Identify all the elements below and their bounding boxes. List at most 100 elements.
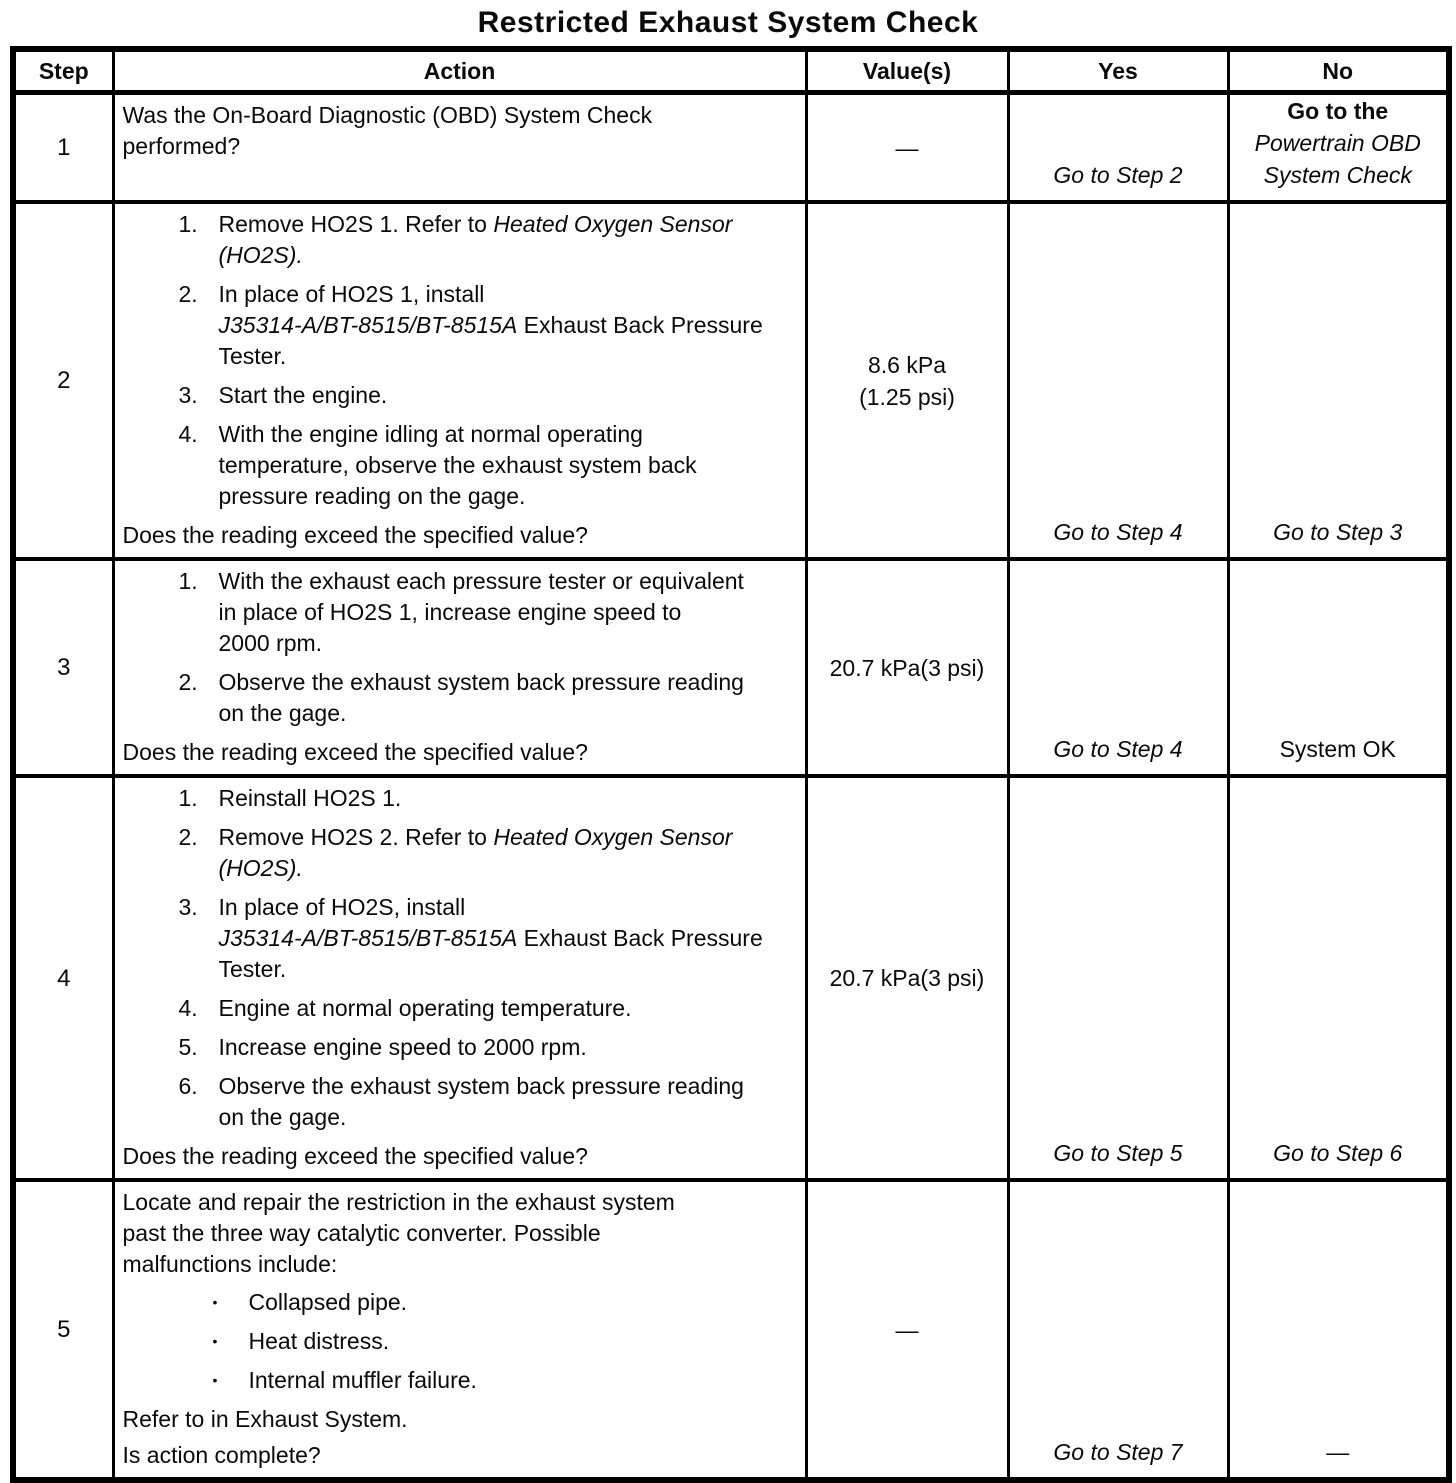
list-number-marker: 1. [178, 211, 198, 237]
list-item-text: Increase engine speed to 2000 rpm. [219, 1032, 797, 1063]
list-number-marker: 6. [178, 1073, 198, 1099]
text-segment: Reinstall HO2S 1. [218, 785, 402, 811]
list-item-text: With the exhaust each pressure tester or… [219, 566, 797, 659]
no-cell: Go to the Powertrain OBD System Check [1226, 90, 1451, 204]
text-segment: In place of HO2S 1, install [218, 281, 485, 307]
action-cell: 1. With the exhaust each pressure tester … [111, 557, 808, 778]
list-item-text: Heat distress. [249, 1326, 797, 1357]
yes-text: Go to Step 2 [1053, 162, 1183, 188]
text-segment: Heat distress. [248, 1328, 390, 1354]
no-text: Go to Step 3 [1273, 519, 1403, 545]
text-segment: Internal muffler failure. [248, 1367, 477, 1393]
yes-cell: Go to Step 4 [1006, 200, 1230, 561]
list-number-marker: 3. [178, 894, 198, 920]
list-item: 2. Remove HO2S 2. Refer to Heated Oxygen … [179, 822, 797, 884]
list-item: 2. Observe the exhaust system back pressu… [179, 667, 797, 729]
table-row: 5 Locate and repair the restriction in th… [11, 1178, 1451, 1482]
yes-text: Go to Step 4 [1053, 736, 1183, 762]
table-row: 3 1. With the exhaust each pressure tester… [11, 557, 1451, 778]
text-segment: J35314-A/BT-8515/BT-8515A [218, 312, 518, 338]
action-intro: Locate and repair the restriction in the… [123, 1187, 797, 1280]
list-number-marker: 1. [178, 785, 198, 811]
text-segment: Observe the exhaust system back pressure… [218, 1073, 744, 1130]
list-item-text: Collapsed pipe. [249, 1287, 797, 1318]
column-header-no: No [1226, 47, 1451, 95]
action-cell: Was the On-Board Diagnostic (OBD) System… [111, 90, 808, 204]
action-question: Does the reading exceed the specified va… [122, 1143, 588, 1169]
text-segment: Collapsed pipe. [248, 1289, 408, 1315]
list-item-text: Observe the exhaust system back pressure… [219, 667, 797, 729]
list-item-text: Remove HO2S 2. Refer to Heated Oxygen Se… [219, 822, 797, 884]
action-cell: Locate and repair the restriction in the… [111, 1178, 808, 1482]
text-segment: Increase engine speed to 2000 rpm. [218, 1034, 587, 1060]
text-segment: Engine at normal operating temperature. [218, 995, 632, 1021]
step-number: 2 [11, 200, 115, 561]
action-cell: 1. Remove HO2S 1. Refer to Heated Oxygen … [111, 200, 808, 561]
yes-cell: Go to Step 4 [1006, 557, 1230, 778]
no-text: Go to Step 6 [1273, 1140, 1403, 1166]
list-number-marker: 2. [178, 824, 198, 850]
text-segment: Remove HO2S 1. Refer to [218, 211, 494, 237]
list-item-text: Internal muffler failure. [249, 1365, 797, 1396]
text-segment: Heated Oxygen Sensor (HO2S). [218, 824, 733, 881]
action-question: Does the reading exceed the specified va… [122, 522, 588, 548]
list-number-marker: 5. [178, 1034, 198, 1060]
no-text: System OK [1279, 736, 1396, 762]
no-text: System Check [1263, 162, 1412, 188]
no-cell: Go to Step 6 [1226, 774, 1451, 1182]
no-text: Go to the [1287, 98, 1389, 124]
column-header-values: Value(s) [804, 47, 1010, 95]
list-item: • Collapsed pipe. [213, 1287, 797, 1318]
action-question: Refer to in Exhaust System. [122, 1406, 408, 1432]
value-cell: — [804, 90, 1010, 204]
column-header-step: Step [11, 47, 115, 95]
list-item: 1. Reinstall HO2S 1. [179, 783, 797, 814]
list-item-text: Observe the exhaust system back pressure… [219, 1071, 797, 1133]
text-segment: Locate and repair the restriction in the… [122, 1189, 675, 1277]
list-item-text: With the engine idling at normal operati… [219, 419, 797, 512]
bullet-icon: • [212, 1333, 218, 1349]
list-item: 4. Engine at normal operating temperature… [179, 993, 797, 1024]
text-segment: Observe the exhaust system back pressure… [218, 669, 744, 726]
list-item: 4. With the engine idling at normal opera… [179, 419, 797, 512]
yes-cell: Go to Step 5 [1006, 774, 1230, 1182]
yes-cell: Go to Step 7 [1006, 1178, 1230, 1482]
list-item: 3. In place of HO2S, install J35314-A/BT-… [179, 892, 797, 985]
page-title: Restricted Exhaust System Check [477, 6, 979, 39]
text-segment: With the engine idling at normal operati… [218, 421, 697, 509]
text-segment: Exhaust Back Pressure Tester. [218, 925, 763, 982]
header-row: Step Action Value(s) Yes No [11, 47, 1451, 95]
list-item-text: Remove HO2S 1. Refer to Heated Oxygen Se… [219, 209, 797, 271]
step-number: 3 [11, 557, 115, 778]
list-number-marker: 3. [178, 382, 198, 408]
text-segment: J35314-A/BT-8515/BT-8515A [218, 925, 518, 951]
text-segment: Exhaust Back Pressure Tester. [218, 312, 763, 369]
list-item: 5. Increase engine speed to 2000 rpm. [179, 1032, 797, 1063]
table-row: 4 1. Reinstall HO2S 1. 2. Remove HO2S 2. Ref… [11, 774, 1451, 1182]
no-cell: Go to Step 3 [1226, 200, 1451, 561]
list-number-marker: 4. [178, 995, 198, 1021]
value-cell: 20.7 kPa(3 psi) [804, 774, 1010, 1182]
no-text: Powertrain OBD [1254, 130, 1421, 156]
no-cell: System OK [1226, 557, 1451, 778]
list-item-text: Reinstall HO2S 1. [219, 783, 797, 814]
yes-cell: Go to Step 2 [1006, 90, 1230, 204]
text-segment: Start the engine. [218, 382, 388, 408]
list-item: • Heat distress. [213, 1326, 797, 1357]
action-cell: 1. Reinstall HO2S 1. 2. Remove HO2S 2. Refe… [111, 774, 808, 1182]
column-header-yes: Yes [1006, 47, 1230, 95]
list-item-text: In place of HO2S 1, install J35314-A/BT-… [219, 279, 797, 372]
yes-text: Go to Step 7 [1053, 1439, 1183, 1465]
diagnostic-table: Step Action Value(s) Yes No 1 Was the On-… [10, 46, 1452, 1483]
list-item: 1. With the exhaust each pressure tester … [179, 566, 797, 659]
yes-text: Go to Step 5 [1053, 1140, 1183, 1166]
list-item: 6. Observe the exhaust system back pressu… [179, 1071, 797, 1133]
value-cell: 8.6 kPa (1.25 psi) [804, 200, 1010, 561]
text-segment: Was the On-Board Diagnostic (OBD) System… [122, 102, 653, 159]
text-segment: Remove HO2S 2. Refer to [218, 824, 494, 850]
no-cell: — [1226, 1178, 1451, 1482]
list-number-marker: 2. [178, 669, 198, 695]
value-cell: 20.7 kPa(3 psi) [804, 557, 1010, 778]
bullet-icon: • [212, 1294, 218, 1310]
text-segment: With the exhaust each pressure tester or… [218, 568, 744, 656]
